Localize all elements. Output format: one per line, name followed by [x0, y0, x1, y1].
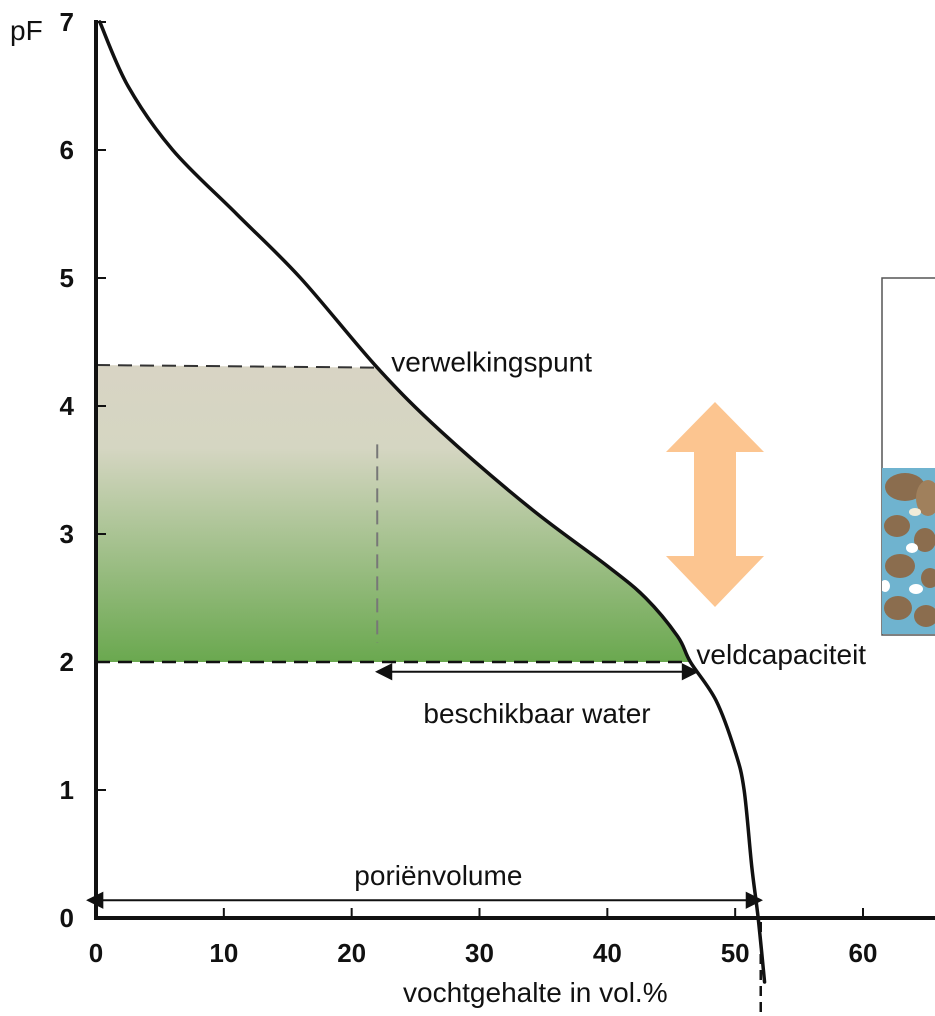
- y-tick-label: 7: [60, 7, 74, 37]
- x-tick-label: 60: [849, 938, 878, 968]
- range-arrow-head-right: [681, 663, 700, 681]
- x-tick-label: 0: [89, 938, 103, 968]
- soil-pores-illustration: [881, 277, 935, 636]
- x-tick-label: 40: [593, 938, 622, 968]
- y-tick-label: 1: [60, 775, 74, 805]
- y-tick-label: 3: [60, 519, 74, 549]
- y-axis-label: pF: [10, 15, 43, 46]
- y-tick-label: 0: [60, 903, 74, 933]
- y-tick-label: 5: [60, 263, 74, 293]
- available-water-label: beschikbaar water: [423, 698, 650, 729]
- available-water-arrow: [374, 663, 700, 681]
- orange-double-arrow-icon: [666, 402, 764, 607]
- available-water-area: [96, 365, 691, 662]
- y-ticks: 0 1 2 3 4 5 6 7: [60, 7, 106, 933]
- y-tick-label: 4: [60, 391, 75, 421]
- range-arrow-head-right: [745, 891, 763, 909]
- x-tick-label: 30: [465, 938, 494, 968]
- x-tick-label: 10: [209, 938, 238, 968]
- range-arrow-head-left: [374, 663, 393, 681]
- x-ticks: 0 10 20 30 40 50 60: [89, 908, 878, 968]
- x-axis-label: vochtgehalte in vol.%: [403, 977, 668, 1008]
- y-tick-label: 6: [60, 135, 74, 165]
- y-tick-label: 2: [60, 647, 74, 677]
- range-arrow-head-left: [86, 891, 104, 909]
- x-tick-label: 20: [337, 938, 366, 968]
- pf-curve-line: [98, 20, 767, 984]
- pore-volume-label: poriënvolume: [354, 860, 522, 891]
- pore-volume-arrow: [86, 891, 763, 909]
- wilting-point-dashed-line: [95, 364, 378, 369]
- wilting-point-label: verwelkingspunt: [391, 347, 592, 378]
- field-capacity-label: veldcapaciteit: [696, 639, 866, 670]
- x-tick-label: 50: [721, 938, 750, 968]
